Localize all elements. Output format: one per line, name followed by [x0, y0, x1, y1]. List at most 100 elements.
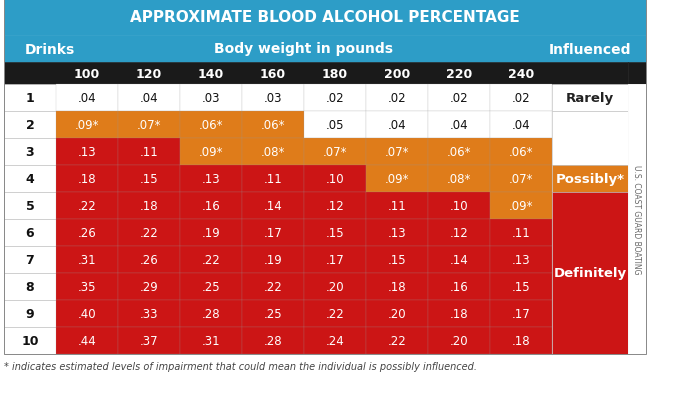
Text: .13: .13 — [78, 146, 97, 159]
Text: .06*: .06* — [447, 146, 471, 159]
Text: .11: .11 — [139, 146, 158, 159]
Bar — [4, 300, 56, 327]
Text: .05: .05 — [326, 119, 344, 132]
Bar — [428, 85, 490, 112]
Bar — [366, 139, 428, 166]
Text: .08*: .08* — [447, 173, 471, 185]
Bar — [4, 63, 628, 85]
Bar — [56, 327, 118, 354]
Bar — [304, 273, 366, 300]
Bar — [180, 327, 242, 354]
Text: .02: .02 — [326, 92, 344, 105]
Text: .04: .04 — [388, 119, 406, 132]
Bar — [366, 192, 428, 220]
Bar — [118, 327, 180, 354]
Bar — [4, 273, 56, 300]
Text: 100: 100 — [74, 67, 100, 80]
Bar — [242, 192, 304, 220]
Text: * indicates estimated levels of impairment that could mean the individual is pos: * indicates estimated levels of impairme… — [4, 361, 477, 371]
Text: 240: 240 — [508, 67, 534, 80]
Text: .03: .03 — [202, 92, 220, 105]
Text: .17: .17 — [512, 307, 531, 320]
Bar — [4, 85, 56, 112]
Text: .07*: .07* — [136, 119, 161, 132]
Text: .18: .18 — [449, 307, 468, 320]
Bar — [242, 166, 304, 192]
Bar — [118, 220, 180, 246]
Bar — [4, 246, 56, 273]
Text: .31: .31 — [202, 334, 220, 347]
Text: .11: .11 — [388, 200, 407, 213]
Text: .22: .22 — [202, 254, 220, 266]
Bar — [628, 85, 646, 354]
Bar — [304, 85, 366, 112]
Bar — [56, 192, 118, 220]
Bar — [180, 246, 242, 273]
Text: Body weight in pounds: Body weight in pounds — [214, 43, 393, 56]
Bar — [490, 220, 552, 246]
Bar — [490, 85, 552, 112]
Text: .06*: .06* — [199, 119, 223, 132]
Text: .19: .19 — [202, 226, 220, 239]
Bar — [242, 85, 304, 112]
Text: 180: 180 — [322, 67, 348, 80]
Text: .09*: .09* — [385, 173, 410, 185]
Bar — [118, 300, 180, 327]
Bar — [304, 300, 366, 327]
Bar — [304, 192, 366, 220]
Text: .16: .16 — [449, 280, 468, 293]
Text: .19: .19 — [264, 254, 282, 266]
Bar — [428, 246, 490, 273]
Bar — [4, 0, 646, 36]
Text: .18: .18 — [140, 200, 158, 213]
Text: .44: .44 — [78, 334, 97, 347]
Text: .18: .18 — [512, 334, 531, 347]
Bar — [490, 300, 552, 327]
Bar — [304, 139, 366, 166]
Text: .06*: .06* — [509, 146, 533, 159]
Bar — [4, 327, 56, 354]
Bar — [4, 0, 646, 354]
Text: .03: .03 — [264, 92, 282, 105]
Bar — [4, 192, 56, 220]
Text: 120: 120 — [136, 67, 162, 80]
Text: .22: .22 — [139, 226, 158, 239]
Text: .04: .04 — [78, 92, 97, 105]
Bar — [366, 300, 428, 327]
Bar — [366, 85, 428, 112]
Bar — [242, 327, 304, 354]
Text: .25: .25 — [264, 307, 282, 320]
Bar — [180, 192, 242, 220]
Text: 140: 140 — [198, 67, 224, 80]
Text: .07*: .07* — [385, 146, 410, 159]
Bar — [428, 192, 490, 220]
Bar — [552, 112, 628, 166]
Bar — [490, 246, 552, 273]
Bar — [56, 166, 118, 192]
Text: .11: .11 — [264, 173, 282, 185]
Text: .15: .15 — [326, 226, 344, 239]
Text: .24: .24 — [326, 334, 344, 347]
Bar — [552, 192, 628, 354]
Bar — [4, 112, 56, 139]
Text: .31: .31 — [78, 254, 97, 266]
Bar — [118, 85, 180, 112]
Bar — [242, 273, 304, 300]
Text: .08*: .08* — [261, 146, 285, 159]
Bar — [118, 192, 180, 220]
Bar — [242, 139, 304, 166]
Bar — [118, 166, 180, 192]
Bar — [180, 300, 242, 327]
Bar — [628, 63, 646, 85]
Text: .04: .04 — [140, 92, 158, 105]
Text: .12: .12 — [326, 200, 344, 213]
Bar — [56, 300, 118, 327]
Text: .18: .18 — [78, 173, 97, 185]
Text: .26: .26 — [139, 254, 158, 266]
Bar — [304, 246, 366, 273]
Bar — [428, 112, 490, 139]
Bar — [366, 220, 428, 246]
Text: .37: .37 — [140, 334, 158, 347]
Bar — [304, 166, 366, 192]
Text: .17: .17 — [326, 254, 344, 266]
